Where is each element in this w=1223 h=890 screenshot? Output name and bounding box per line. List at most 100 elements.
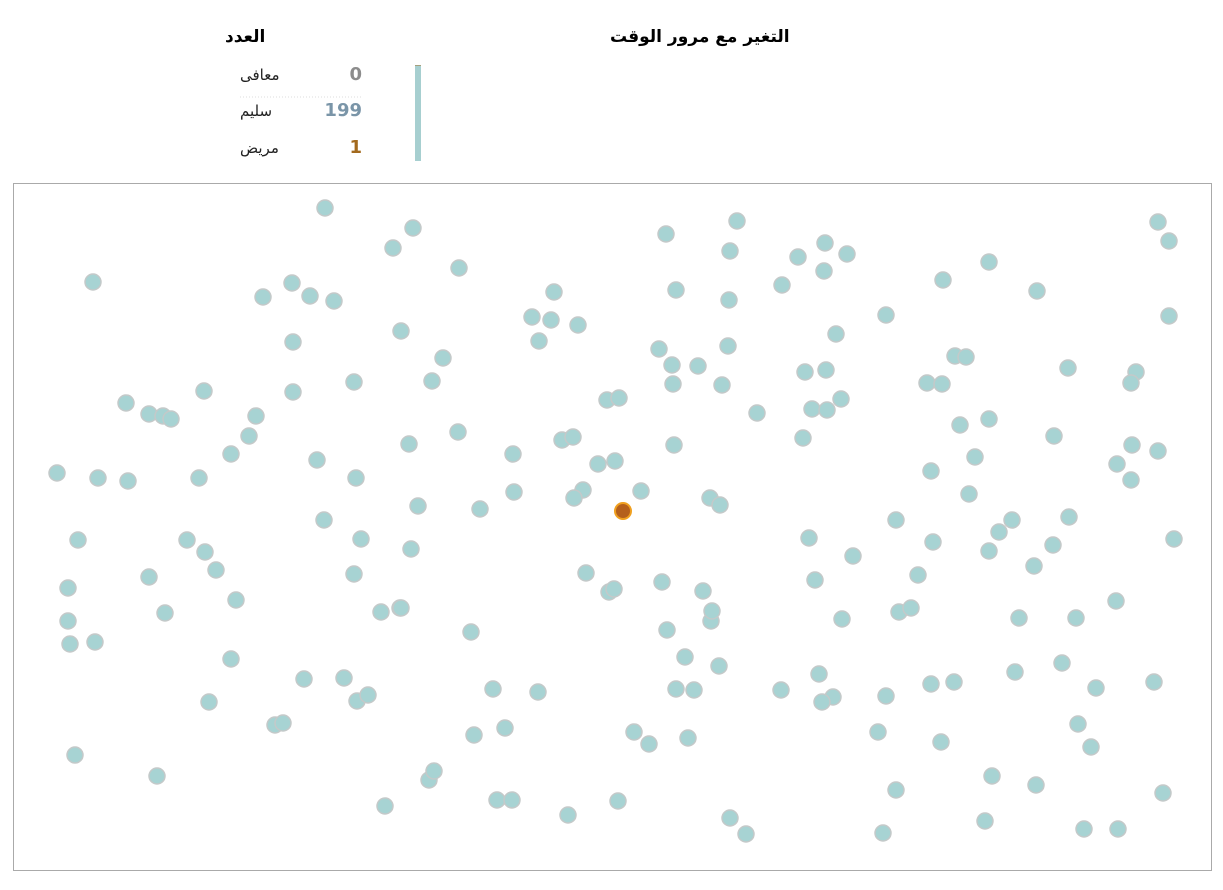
healthy-person bbox=[720, 291, 738, 309]
healthy-person bbox=[1044, 536, 1062, 554]
healthy-person bbox=[1160, 232, 1178, 250]
healthy-person bbox=[1010, 609, 1028, 627]
healthy-person bbox=[650, 340, 668, 358]
healthy-person bbox=[148, 767, 166, 785]
healthy-person bbox=[694, 582, 712, 600]
healthy-person bbox=[869, 723, 887, 741]
healthy-person bbox=[335, 669, 353, 687]
healthy-person bbox=[284, 383, 302, 401]
healthy-person bbox=[844, 547, 862, 565]
healthy-person bbox=[1145, 673, 1163, 691]
healthy-person bbox=[59, 579, 77, 597]
healthy-person bbox=[496, 719, 514, 737]
healthy-person bbox=[980, 253, 998, 271]
healthy-person bbox=[156, 604, 174, 622]
healthy-person bbox=[874, 824, 892, 842]
healthy-person bbox=[794, 429, 812, 447]
healthy-person bbox=[465, 726, 483, 744]
healthy-person bbox=[384, 239, 402, 257]
legend-label: معافى bbox=[240, 66, 280, 84]
healthy-person bbox=[504, 445, 522, 463]
legend-label: سليم bbox=[240, 102, 272, 120]
healthy-person bbox=[559, 806, 577, 824]
healthy-person bbox=[980, 410, 998, 428]
share-bar-segment bbox=[415, 65, 421, 161]
healthy-person bbox=[827, 325, 845, 343]
healthy-person bbox=[625, 723, 643, 741]
healthy-person bbox=[345, 373, 363, 391]
healthy-person bbox=[748, 404, 766, 422]
healthy-person bbox=[719, 337, 737, 355]
healthy-person bbox=[685, 681, 703, 699]
healthy-person bbox=[924, 533, 942, 551]
healthy-person bbox=[951, 416, 969, 434]
healthy-person bbox=[728, 212, 746, 230]
legend-label: مريض bbox=[240, 139, 279, 157]
healthy-person bbox=[664, 375, 682, 393]
healthy-person bbox=[274, 714, 292, 732]
healthy-person bbox=[449, 423, 467, 441]
healthy-person bbox=[1025, 557, 1043, 575]
healthy-person bbox=[737, 825, 755, 843]
healthy-person bbox=[254, 288, 272, 306]
healthy-person bbox=[545, 283, 563, 301]
healthy-person bbox=[1165, 530, 1183, 548]
healthy-person bbox=[471, 500, 489, 518]
healthy-person bbox=[721, 242, 739, 260]
healthy-person bbox=[957, 348, 975, 366]
healthy-person bbox=[1149, 213, 1167, 231]
healthy-person bbox=[772, 681, 790, 699]
healthy-person bbox=[800, 529, 818, 547]
healthy-person bbox=[1107, 592, 1125, 610]
healthy-person bbox=[565, 489, 583, 507]
healthy-person bbox=[1060, 508, 1078, 526]
healthy-person bbox=[207, 561, 225, 579]
healthy-person bbox=[1154, 784, 1172, 802]
healthy-person bbox=[657, 225, 675, 243]
healthy-person bbox=[966, 448, 984, 466]
healthy-person bbox=[423, 372, 441, 390]
healthy-person bbox=[803, 400, 821, 418]
healthy-person bbox=[119, 472, 137, 490]
healthy-person bbox=[222, 445, 240, 463]
healthy-person bbox=[902, 599, 920, 617]
healthy-person bbox=[376, 797, 394, 815]
healthy-person bbox=[838, 245, 856, 263]
healthy-person bbox=[877, 687, 895, 705]
healthy-person bbox=[402, 540, 420, 558]
healthy-person bbox=[1122, 374, 1140, 392]
healthy-person bbox=[564, 428, 582, 446]
healthy-person bbox=[1045, 427, 1063, 445]
healthy-person bbox=[1027, 776, 1045, 794]
healthy-person bbox=[162, 410, 180, 428]
healthy-person bbox=[679, 729, 697, 747]
healthy-person bbox=[934, 271, 952, 289]
healthy-person bbox=[976, 812, 994, 830]
healthy-person bbox=[434, 349, 452, 367]
healthy-person bbox=[721, 809, 739, 827]
healthy-person bbox=[227, 591, 245, 609]
healthy-person bbox=[1067, 609, 1085, 627]
simulation-box bbox=[13, 183, 1212, 871]
healthy-person bbox=[605, 580, 623, 598]
healthy-person bbox=[66, 746, 84, 764]
healthy-person bbox=[922, 462, 940, 480]
healthy-person bbox=[425, 762, 443, 780]
healthy-person bbox=[503, 791, 521, 809]
healthy-person bbox=[833, 610, 851, 628]
healthy-person bbox=[69, 531, 87, 549]
legend-count: 199 bbox=[324, 100, 362, 121]
legend-count: 1 bbox=[349, 137, 362, 158]
healthy-person bbox=[990, 523, 1008, 541]
healthy-person bbox=[484, 680, 502, 698]
healthy-person bbox=[372, 603, 390, 621]
healthy-person bbox=[84, 273, 102, 291]
healthy-person bbox=[295, 670, 313, 688]
healthy-person bbox=[609, 792, 627, 810]
healthy-person bbox=[1069, 715, 1087, 733]
healthy-person bbox=[195, 382, 213, 400]
healthy-person bbox=[606, 452, 624, 470]
legend-count: 0 bbox=[349, 64, 362, 85]
healthy-person bbox=[1059, 359, 1077, 377]
healthy-person bbox=[404, 219, 422, 237]
